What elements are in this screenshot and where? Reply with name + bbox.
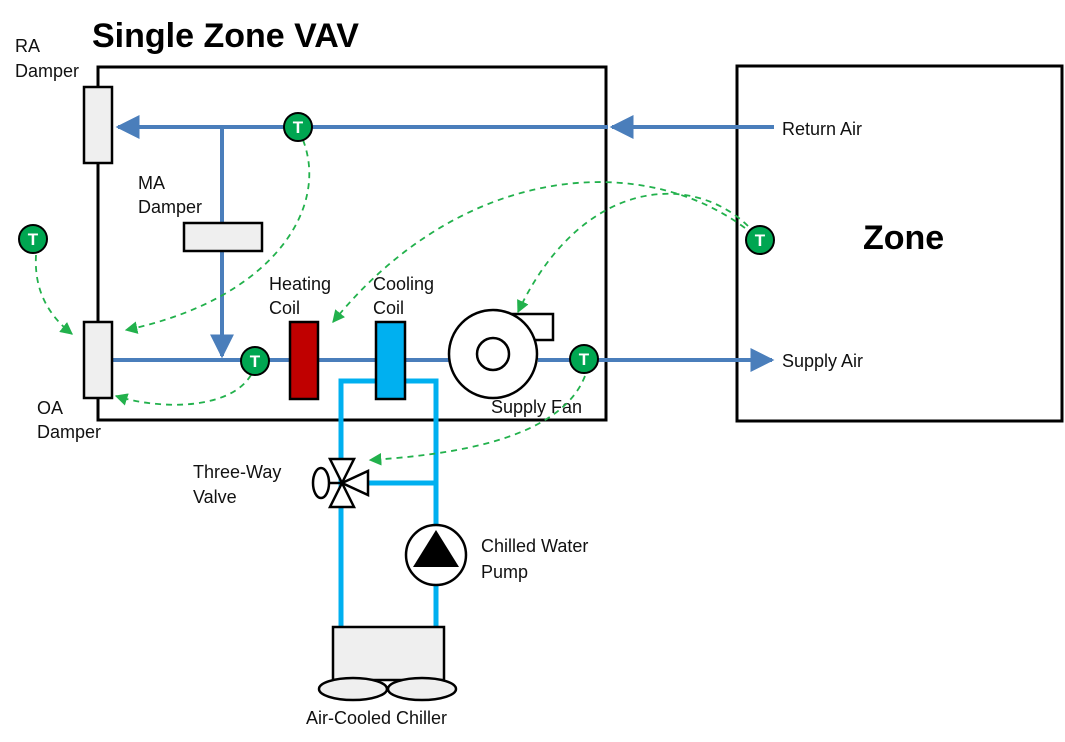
- pump-impeller-triangle: [413, 530, 459, 567]
- three-way-valve: [311, 457, 370, 509]
- three-way-valve-label-line2: Valve: [193, 487, 237, 507]
- heating-coil-label-line1: Heating: [269, 274, 331, 294]
- three-way-valve-label-line1: Three-Way: [193, 462, 281, 482]
- chiller-body: [331, 625, 446, 682]
- valve-top-port: [327, 457, 357, 486]
- supply-fan-hub: [475, 336, 511, 372]
- supply-fan: [447, 308, 555, 400]
- zone-sensor-to-supply-fan-signal: [517, 192, 749, 314]
- zone-temp-sensor-icon: [745, 225, 775, 255]
- return-air-label: Return Air: [782, 119, 862, 139]
- valve-side-port: [339, 469, 370, 497]
- valve-bottom-port: [327, 480, 357, 509]
- oa-damper: [82, 320, 114, 400]
- ma-damper-label-line2: Damper: [138, 197, 202, 217]
- cooling-coil-label-line2: Coil: [373, 298, 404, 318]
- sa-sensor-to-valve-signal: [368, 375, 586, 466]
- oa-temp-sensor: T: [18, 224, 48, 254]
- air-handler-enclosure: [96, 65, 608, 422]
- oa-sensor-to-oa-damper-signal: [34, 254, 73, 335]
- ma-temp-sensor-letter: T: [250, 352, 261, 371]
- chw-pipe-right: [406, 378, 439, 628]
- chilled-water-pump: [404, 523, 468, 587]
- chilled-water-pump-label-line1: Chilled Water: [481, 536, 588, 556]
- chw-pipe-left: [338, 378, 376, 628]
- sa-temp-sensor: T: [569, 344, 599, 374]
- chilled-water-piping: [338, 378, 439, 628]
- zone-temp-sensor-letter: T: [755, 231, 766, 250]
- zone-label: Zone: [863, 219, 944, 257]
- oa-temp-sensor-letter: T: [28, 230, 39, 249]
- ra-temp-sensor-icon: [283, 112, 313, 142]
- diagram-title: Single Zone VAV: [92, 17, 359, 55]
- oa-damper-label-line1: OA: [37, 398, 63, 418]
- heating-coil-label-line2: Coil: [269, 298, 300, 318]
- cooling-coil-label-line1: Cooling: [373, 274, 434, 294]
- supply-fan-label: Supply Fan: [491, 397, 582, 417]
- ma-sensor-to-oa-damper-signal: [114, 374, 252, 406]
- oa-temp-sensor-icon: [18, 224, 48, 254]
- chilled-water-pump-label-line2: Pump: [481, 562, 528, 582]
- cooling-coil: [374, 320, 407, 401]
- control-signals: [34, 139, 749, 466]
- air-cooled-chiller-label: Air-Cooled Chiller: [306, 708, 447, 728]
- heating-coil: [288, 320, 320, 401]
- chiller-fan-right: [386, 676, 458, 702]
- air-cooled-chiller: [317, 625, 458, 702]
- sa-temp-sensor-letter: T: [579, 350, 590, 369]
- supply-air-label: Supply Air: [782, 351, 863, 371]
- ra-temp-sensor: T: [283, 112, 313, 142]
- ra-temp-sensor-letter: T: [293, 118, 304, 137]
- oa-damper-label-line2: Damper: [37, 422, 101, 442]
- ra-damper-label-line1: RA: [15, 36, 40, 56]
- sa-temp-sensor-icon: [569, 344, 599, 374]
- ra-damper: [82, 85, 114, 165]
- ma-damper: [182, 221, 264, 253]
- valve-actuator: [311, 466, 331, 500]
- ra-damper-label-line2: Damper: [15, 61, 79, 81]
- zone-temp-sensor: T: [745, 225, 775, 255]
- zone-sensor-to-heating-coil-signal: [332, 181, 746, 323]
- ma-damper-label-line1: MA: [138, 173, 165, 193]
- zone-box: [735, 64, 1064, 423]
- return-air-duct: [115, 115, 774, 359]
- ma-temp-sensor-icon: [240, 346, 270, 376]
- ma-temp-sensor: T: [240, 346, 270, 376]
- chiller-fan-left: [317, 676, 389, 702]
